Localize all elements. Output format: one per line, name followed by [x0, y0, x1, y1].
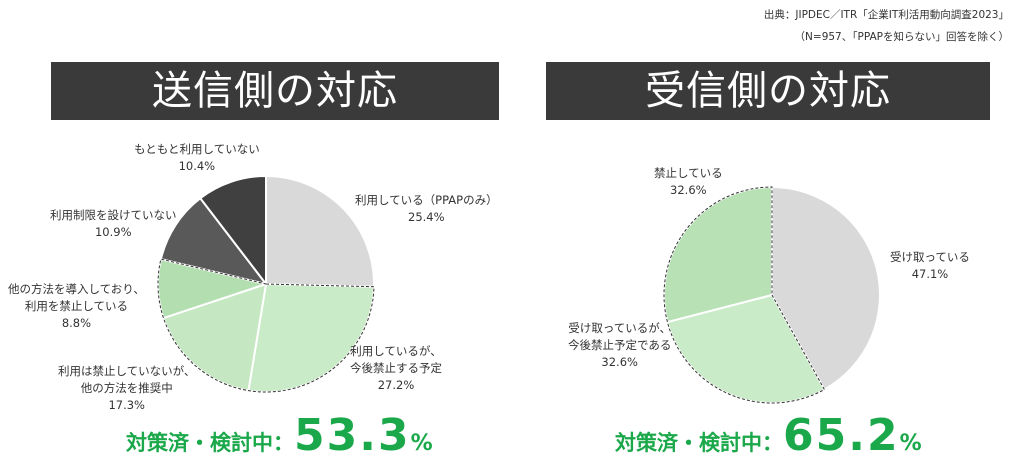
send-label-planning-ban-value: 27.2% — [377, 378, 415, 392]
send-label-recommending-other-line1: 利用は禁止していないが、 — [58, 364, 196, 378]
receive-side-title: 受信側の対応 — [546, 62, 990, 120]
send-label-no-restriction-value: 10.9% — [94, 225, 132, 239]
send-label-ppap-only-value: 25.4% — [408, 210, 445, 224]
send-label-ppap-only: 利用している（PPAPのみ） 25.4% — [355, 192, 498, 226]
send-label-banned-line2: 利用を禁止している — [24, 299, 128, 313]
send-label-never-used-name: もともと利用していない — [134, 142, 260, 156]
send-label-recommending-other: 利用は禁止していないが、 他の方法を推奨中 17.3% — [58, 363, 195, 414]
send-label-planning-ban-line1: 利用しているが、 — [350, 344, 442, 358]
recv-label-planning-ban: 受け取っているが、 今後禁止予定である 32.6% — [568, 320, 671, 371]
send-label-ppap-only-name: 利用している（PPAPのみ） — [355, 193, 498, 207]
recv-label-banned-value: 32.6% — [670, 183, 707, 197]
recv-label-planning-ban-line1: 受け取っているが、 — [568, 321, 672, 335]
send-summary: 対策済・検討中：53.3% — [126, 410, 433, 461]
send-summary-value: 53.3 — [294, 410, 411, 461]
send-label-no-restriction-name: 利用制限を設けていない — [50, 208, 177, 222]
send-summary-unit: % — [410, 431, 433, 456]
recv-label-receiving: 受け取っている 47.1% — [890, 249, 970, 283]
recv-label-planning-ban-value: 32.6% — [601, 355, 638, 369]
send-side-title: 送信側の対応 — [51, 62, 499, 120]
send-pie-slice-5 — [198, 174, 267, 287]
source-line-2: （N=957、「PPAPを知らない」回答を除く） — [794, 31, 1009, 43]
send-label-recommending-other-line2: 他の方法を推奨中 — [80, 381, 173, 395]
recv-label-receiving-name: 受け取っている — [890, 250, 970, 264]
recv-label-banned-name: 禁止している — [654, 166, 723, 180]
send-label-planning-ban: 利用しているが、 今後禁止する予定 27.2% — [350, 343, 442, 394]
recv-pie-slice-0 — [771, 185, 881, 391]
send-label-banned-value: 8.8% — [61, 316, 92, 330]
recv-summary-label: 対策済・検討中： — [615, 431, 783, 455]
send-label-no-restriction: 利用制限を設けていない 10.9% — [50, 207, 177, 241]
recv-highlight-outline — [663, 186, 826, 404]
send-label-never-used: もともと利用していない 10.4% — [134, 141, 260, 175]
recv-label-receiving-value: 47.1% — [911, 267, 949, 281]
recv-summary-unit: % — [899, 431, 922, 456]
source-note: 出典：JIPDEC／ITR「企業IT利活用動向調査2023」 （N=957、「P… — [764, 4, 1009, 48]
send-pie-slice-0 — [265, 174, 375, 288]
send-pie-slice-4 — [159, 196, 269, 286]
send-label-recommending-other-value: 17.3% — [108, 398, 145, 412]
recv-label-banned: 禁止している 32.6% — [654, 165, 723, 199]
source-line-1: 出典：JIPDEC／ITR「企業IT利活用動向調査2023」 — [763, 9, 1009, 21]
send-label-banned-line1: 他の方法を導入しており、 — [8, 282, 145, 296]
send-highlight-outline — [157, 258, 375, 393]
recv-summary: 対策済・検討中：65.2% — [615, 410, 922, 461]
send-label-banned: 他の方法を導入しており、 利用を禁止している 8.8% — [8, 281, 145, 332]
send-summary-label: 対策済・検討中： — [126, 431, 294, 455]
recv-summary-value: 65.2 — [783, 410, 900, 461]
recv-label-planning-ban-line2: 今後禁止予定である — [568, 338, 672, 352]
send-label-planning-ban-line2: 今後禁止する予定 — [350, 361, 442, 375]
send-label-never-used-value: 10.4% — [178, 159, 216, 173]
